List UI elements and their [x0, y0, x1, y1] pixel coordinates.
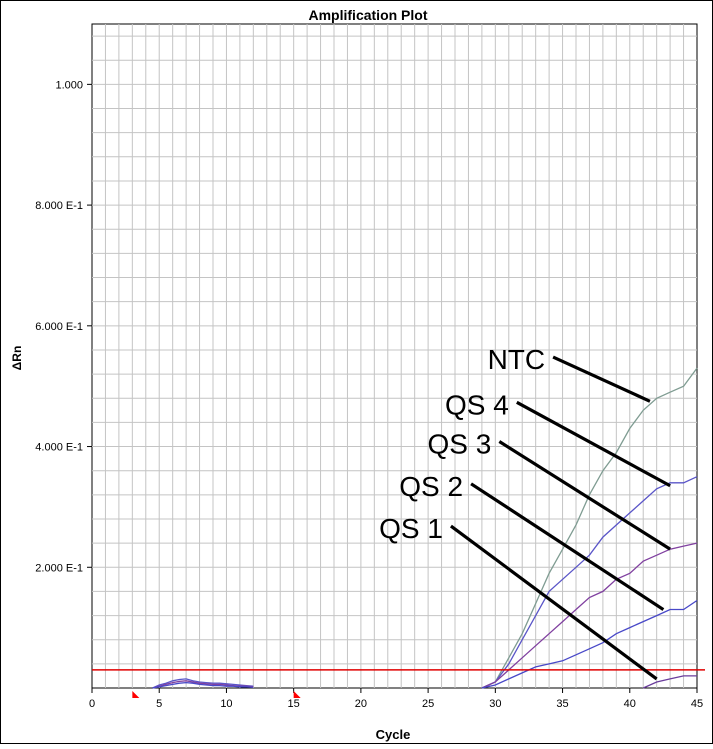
x-axis-label: Cycle	[376, 727, 411, 742]
annotation-label-qs-4: QS 4	[445, 389, 509, 420]
y-tick-label: 4.000 E-1	[35, 442, 83, 454]
y-tick-label: 6.000 E-1	[35, 321, 83, 333]
annotation-pointer-qs-3	[498, 440, 671, 551]
x-tick-label: 30	[489, 698, 501, 710]
y-axis-label: ΔRn	[10, 346, 24, 371]
x-tick-label: 45	[691, 698, 703, 710]
series-line-qs-4	[481, 476, 698, 689]
annotation-label-ntc: NTC	[488, 344, 546, 375]
annotation-label-qs-1: QS 1	[379, 513, 443, 544]
plot-area	[91, 23, 698, 689]
x-tick-label: 10	[220, 698, 232, 710]
chart-title: Amplification Plot	[309, 7, 428, 23]
annotation-pointer-ntc	[552, 355, 651, 403]
annotation-pointer-qs-1	[449, 524, 658, 681]
y-tick-label: 1.000	[55, 79, 83, 91]
x-tick-label: 40	[624, 698, 636, 710]
y-tick-label: 2.000 E-1	[35, 562, 83, 574]
series-line-ntc	[481, 367, 698, 689]
x-tick-label: 35	[556, 698, 568, 710]
annotation-pointer-qs-4	[516, 400, 671, 488]
x-tick-label: 5	[156, 698, 162, 710]
series-line-qs-1	[642, 675, 697, 689]
baseline-marker[interactable]	[293, 691, 301, 698]
annotation-pointer-qs-2	[470, 482, 665, 611]
x-tick-label: 20	[355, 698, 367, 710]
annotation-label-qs-3: QS 3	[428, 429, 492, 460]
x-tick-label: 0	[89, 698, 95, 710]
x-tick-label: 15	[288, 698, 300, 710]
series-line-qs-2	[481, 599, 698, 689]
baseline-marker[interactable]	[132, 691, 140, 698]
annotation-label-qs-2: QS 2	[399, 471, 463, 502]
series-line-qs-3	[481, 542, 698, 689]
x-tick-label: 25	[422, 698, 434, 710]
y-tick-label: 8.000 E-1	[35, 200, 83, 212]
series-line-baseline	[152, 678, 254, 689]
series-line-baseline	[152, 681, 254, 689]
